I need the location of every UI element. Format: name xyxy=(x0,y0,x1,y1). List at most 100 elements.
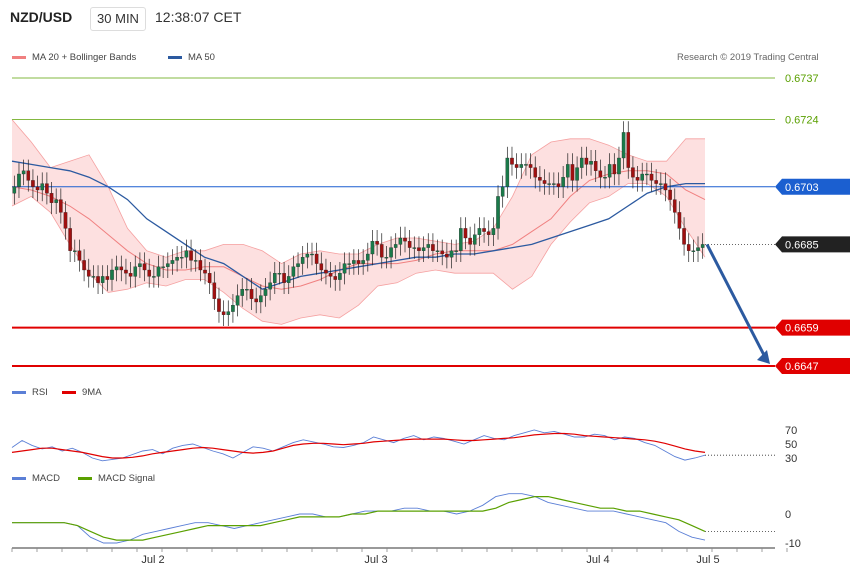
candle-body xyxy=(472,234,477,245)
candle-body xyxy=(207,273,212,283)
candle-body xyxy=(231,305,235,312)
candle-body xyxy=(114,266,119,271)
candle-body xyxy=(212,282,217,299)
pivot-label: 0.6703 xyxy=(785,182,819,194)
candle-body xyxy=(221,311,226,315)
macd-tick-label: 0 xyxy=(785,509,791,521)
ma50-swatch xyxy=(168,55,182,59)
candle-body xyxy=(631,167,635,178)
candle-body xyxy=(640,173,644,181)
candle-body xyxy=(12,186,17,194)
projection-arrowhead xyxy=(757,350,770,364)
candle-body xyxy=(524,164,528,166)
support-label: 0.6647 xyxy=(785,361,819,373)
candle-body xyxy=(82,260,86,271)
candle-body xyxy=(431,244,435,251)
last-price-label: 0.6685 xyxy=(785,239,819,251)
candle-body xyxy=(124,269,128,274)
candle-body xyxy=(482,228,486,232)
candle-body xyxy=(389,247,393,258)
resistance-label: 0.6724 xyxy=(785,115,819,127)
signal-label: MACD Signal xyxy=(98,473,156,484)
rsi-9ma-line xyxy=(11,432,706,459)
candle-body xyxy=(393,244,398,248)
candle-body xyxy=(645,173,649,176)
candle-body xyxy=(691,250,696,252)
candle-body xyxy=(477,228,482,235)
candle-body xyxy=(277,273,282,275)
bollinger-lower xyxy=(11,183,706,325)
candle-body xyxy=(105,276,110,280)
candle-body xyxy=(547,183,551,185)
candle-body xyxy=(59,199,63,213)
candle-body xyxy=(426,244,431,248)
candle-body xyxy=(328,273,333,277)
candle-body xyxy=(403,237,407,242)
candle-body xyxy=(589,161,593,165)
candle-body xyxy=(445,253,449,258)
candle-body xyxy=(366,253,370,261)
candle-body xyxy=(649,173,654,181)
candle-body xyxy=(361,260,365,264)
candle-body xyxy=(384,257,389,259)
candle-body xyxy=(654,180,658,184)
legend-ma50: MA 50 xyxy=(168,52,215,63)
candle-body xyxy=(91,276,96,278)
candle-body xyxy=(21,170,26,175)
candle-body xyxy=(468,237,472,245)
candle-body xyxy=(142,263,147,271)
ma20-label: MA 20 + Bollinger Bands xyxy=(32,52,137,63)
candle-body xyxy=(175,257,179,261)
projection-arrow xyxy=(705,243,767,358)
candle-body xyxy=(626,132,631,168)
candle-body xyxy=(300,257,305,264)
x-tick-label: Jul 4 xyxy=(586,554,609,566)
candle-body xyxy=(500,186,505,197)
candle-body xyxy=(538,177,542,181)
candle-body xyxy=(584,157,589,165)
candle-body xyxy=(319,263,324,271)
candle-body xyxy=(621,132,626,159)
candle-body xyxy=(342,263,347,274)
candle-body xyxy=(463,228,468,239)
clock: 12:38:07 CET xyxy=(155,9,242,25)
candle-body xyxy=(607,164,612,178)
copyright: Research © 2019 Trading Central xyxy=(677,52,819,63)
ma20-swatch xyxy=(12,55,26,59)
candle-body xyxy=(435,250,440,252)
candle-body xyxy=(63,212,68,229)
legend-macd: MACD xyxy=(12,473,60,484)
timeframe-selector[interactable]: 30 MIN xyxy=(90,7,146,31)
candle-body xyxy=(31,180,35,187)
rsi-tick-label: 50 xyxy=(785,439,797,451)
legend-9ma: 9MA xyxy=(62,387,102,398)
candle-body xyxy=(45,183,49,194)
candle-body xyxy=(417,247,421,251)
candle-body xyxy=(310,253,314,256)
candle-body xyxy=(296,263,300,267)
candle-body xyxy=(552,183,556,185)
candle-body xyxy=(73,250,77,252)
candle-body xyxy=(486,231,491,235)
candle-body xyxy=(598,170,603,178)
candle-body xyxy=(35,186,40,191)
candle-body xyxy=(110,269,114,280)
candle-body xyxy=(338,273,342,280)
candle-body xyxy=(496,196,500,229)
candle-body xyxy=(440,250,444,255)
candle-body xyxy=(249,289,254,299)
candle-body xyxy=(305,253,310,258)
rsi-tick-label: 70 xyxy=(785,425,797,437)
candle-body xyxy=(226,311,231,315)
candle-body xyxy=(672,199,677,213)
candle-body xyxy=(189,250,193,261)
candle-body xyxy=(161,266,165,268)
candle-body xyxy=(54,199,58,203)
candle-body xyxy=(566,164,570,178)
candle-body xyxy=(663,183,668,191)
candle-body xyxy=(198,260,203,271)
candle-body xyxy=(696,247,700,251)
candle-body xyxy=(635,177,640,181)
legend-rsi: RSI xyxy=(12,387,48,398)
